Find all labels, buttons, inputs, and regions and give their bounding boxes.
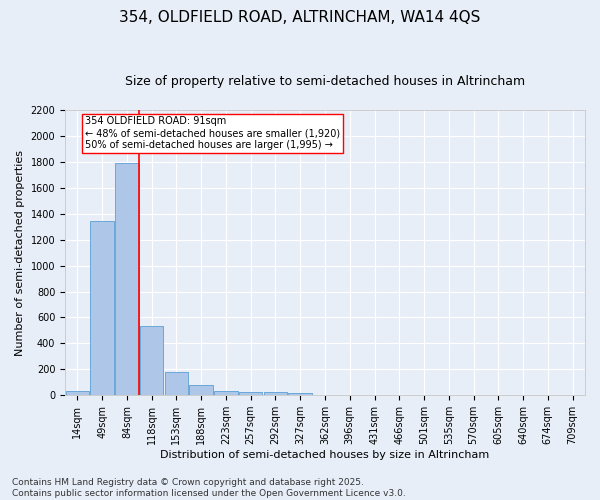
Text: 354, OLDFIELD ROAD, ALTRINCHAM, WA14 4QS: 354, OLDFIELD ROAD, ALTRINCHAM, WA14 4QS [119, 10, 481, 25]
Bar [239, 392, 262, 395]
X-axis label: Distribution of semi-detached houses by size in Altrincham: Distribution of semi-detached houses by … [160, 450, 490, 460]
Bar [91, 222, 114, 395]
Bar [140, 326, 163, 395]
Bar [289, 394, 312, 395]
Text: 354 OLDFIELD ROAD: 91sqm
← 48% of semi-detached houses are smaller (1,920)
50% o: 354 OLDFIELD ROAD: 91sqm ← 48% of semi-d… [85, 116, 340, 150]
Bar [190, 385, 213, 395]
Bar [65, 392, 89, 395]
Title: Size of property relative to semi-detached houses in Altrincham: Size of property relative to semi-detach… [125, 75, 525, 88]
Bar [164, 372, 188, 395]
Bar [115, 163, 139, 395]
Bar [214, 390, 238, 395]
Y-axis label: Number of semi-detached properties: Number of semi-detached properties [15, 150, 25, 356]
Bar [264, 392, 287, 395]
Text: Contains HM Land Registry data © Crown copyright and database right 2025.
Contai: Contains HM Land Registry data © Crown c… [12, 478, 406, 498]
